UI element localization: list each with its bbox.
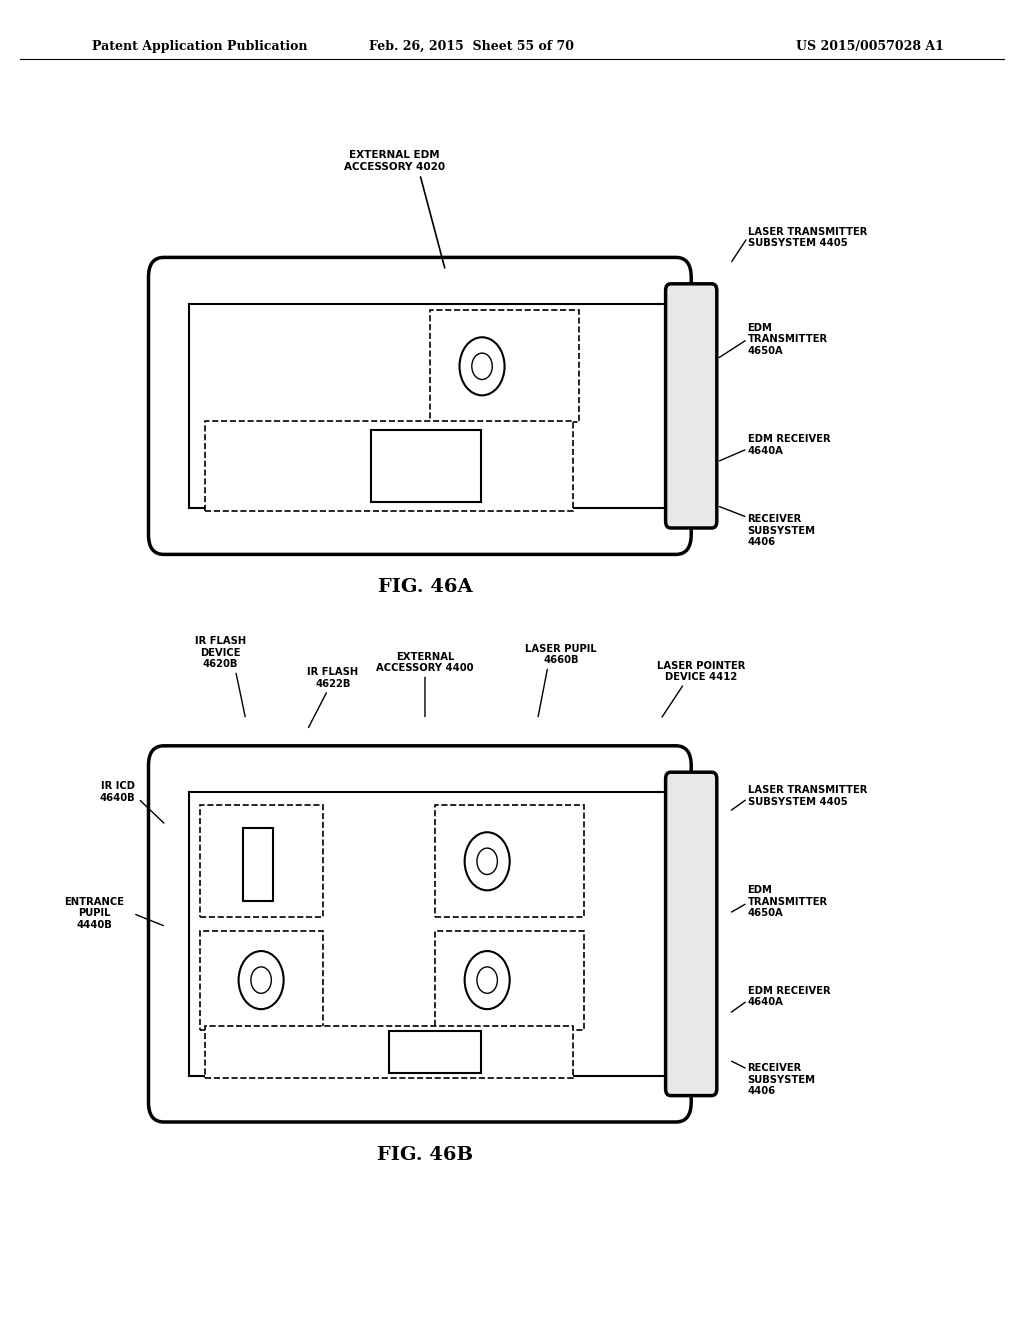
FancyBboxPatch shape bbox=[148, 746, 691, 1122]
FancyBboxPatch shape bbox=[435, 931, 584, 1030]
Text: EDM RECEIVER
4640A: EDM RECEIVER 4640A bbox=[748, 986, 830, 1007]
Text: LASER PUPIL
4660B: LASER PUPIL 4660B bbox=[525, 644, 597, 665]
Text: RECEIVER
SUBSYSTEM
4406: RECEIVER SUBSYSTEM 4406 bbox=[748, 1063, 815, 1097]
Text: LASER POINTER
DEVICE 4412: LASER POINTER DEVICE 4412 bbox=[657, 661, 745, 682]
Text: FIG. 46A: FIG. 46A bbox=[378, 578, 472, 597]
FancyBboxPatch shape bbox=[435, 805, 584, 917]
Bar bbox=[243, 828, 273, 900]
Text: EDM
TRANSMITTER
4650A: EDM TRANSMITTER 4650A bbox=[748, 884, 827, 919]
Circle shape bbox=[465, 832, 510, 890]
Text: Feb. 26, 2015  Sheet 55 of 70: Feb. 26, 2015 Sheet 55 of 70 bbox=[369, 40, 573, 53]
FancyBboxPatch shape bbox=[666, 284, 717, 528]
Text: FIG. 46B: FIG. 46B bbox=[377, 1146, 473, 1164]
Text: EXTERNAL EDM
ACCESSORY 4020: EXTERNAL EDM ACCESSORY 4020 bbox=[344, 150, 444, 172]
Text: IR ICD
4640B: IR ICD 4640B bbox=[100, 781, 135, 803]
Circle shape bbox=[477, 847, 498, 874]
Bar bbox=[389, 1031, 481, 1073]
Circle shape bbox=[251, 966, 271, 993]
Circle shape bbox=[465, 950, 510, 1008]
FancyBboxPatch shape bbox=[666, 772, 717, 1096]
Circle shape bbox=[460, 338, 505, 396]
Text: LASER TRANSMITTER
SUBSYSTEM 4405: LASER TRANSMITTER SUBSYSTEM 4405 bbox=[748, 227, 867, 248]
FancyBboxPatch shape bbox=[200, 931, 323, 1030]
Text: EDM
TRANSMITTER
4650A: EDM TRANSMITTER 4650A bbox=[748, 322, 827, 356]
Text: IR FLASH
4622B: IR FLASH 4622B bbox=[307, 668, 358, 689]
FancyBboxPatch shape bbox=[205, 421, 573, 511]
Bar bbox=[371, 430, 481, 502]
Text: Patent Application Publication: Patent Application Publication bbox=[92, 40, 307, 53]
Text: EDM RECEIVER
4640A: EDM RECEIVER 4640A bbox=[748, 434, 830, 455]
Text: US 2015/0057028 A1: US 2015/0057028 A1 bbox=[797, 40, 944, 53]
Circle shape bbox=[477, 966, 498, 993]
Circle shape bbox=[239, 950, 284, 1008]
Circle shape bbox=[472, 354, 493, 380]
FancyBboxPatch shape bbox=[200, 805, 323, 917]
Text: ENTRANCE
PUPIL
4440B: ENTRANCE PUPIL 4440B bbox=[65, 896, 124, 931]
FancyBboxPatch shape bbox=[205, 1026, 573, 1078]
Text: RECEIVER
SUBSYSTEM
4406: RECEIVER SUBSYSTEM 4406 bbox=[748, 513, 815, 548]
FancyBboxPatch shape bbox=[148, 257, 691, 554]
Text: IR FLASH
DEVICE
4620B: IR FLASH DEVICE 4620B bbox=[195, 636, 246, 669]
Text: LASER TRANSMITTER
SUBSYSTEM 4405: LASER TRANSMITTER SUBSYSTEM 4405 bbox=[748, 785, 867, 807]
FancyBboxPatch shape bbox=[430, 310, 579, 422]
Text: EXTERNAL
ACCESSORY 4400: EXTERNAL ACCESSORY 4400 bbox=[376, 652, 474, 673]
